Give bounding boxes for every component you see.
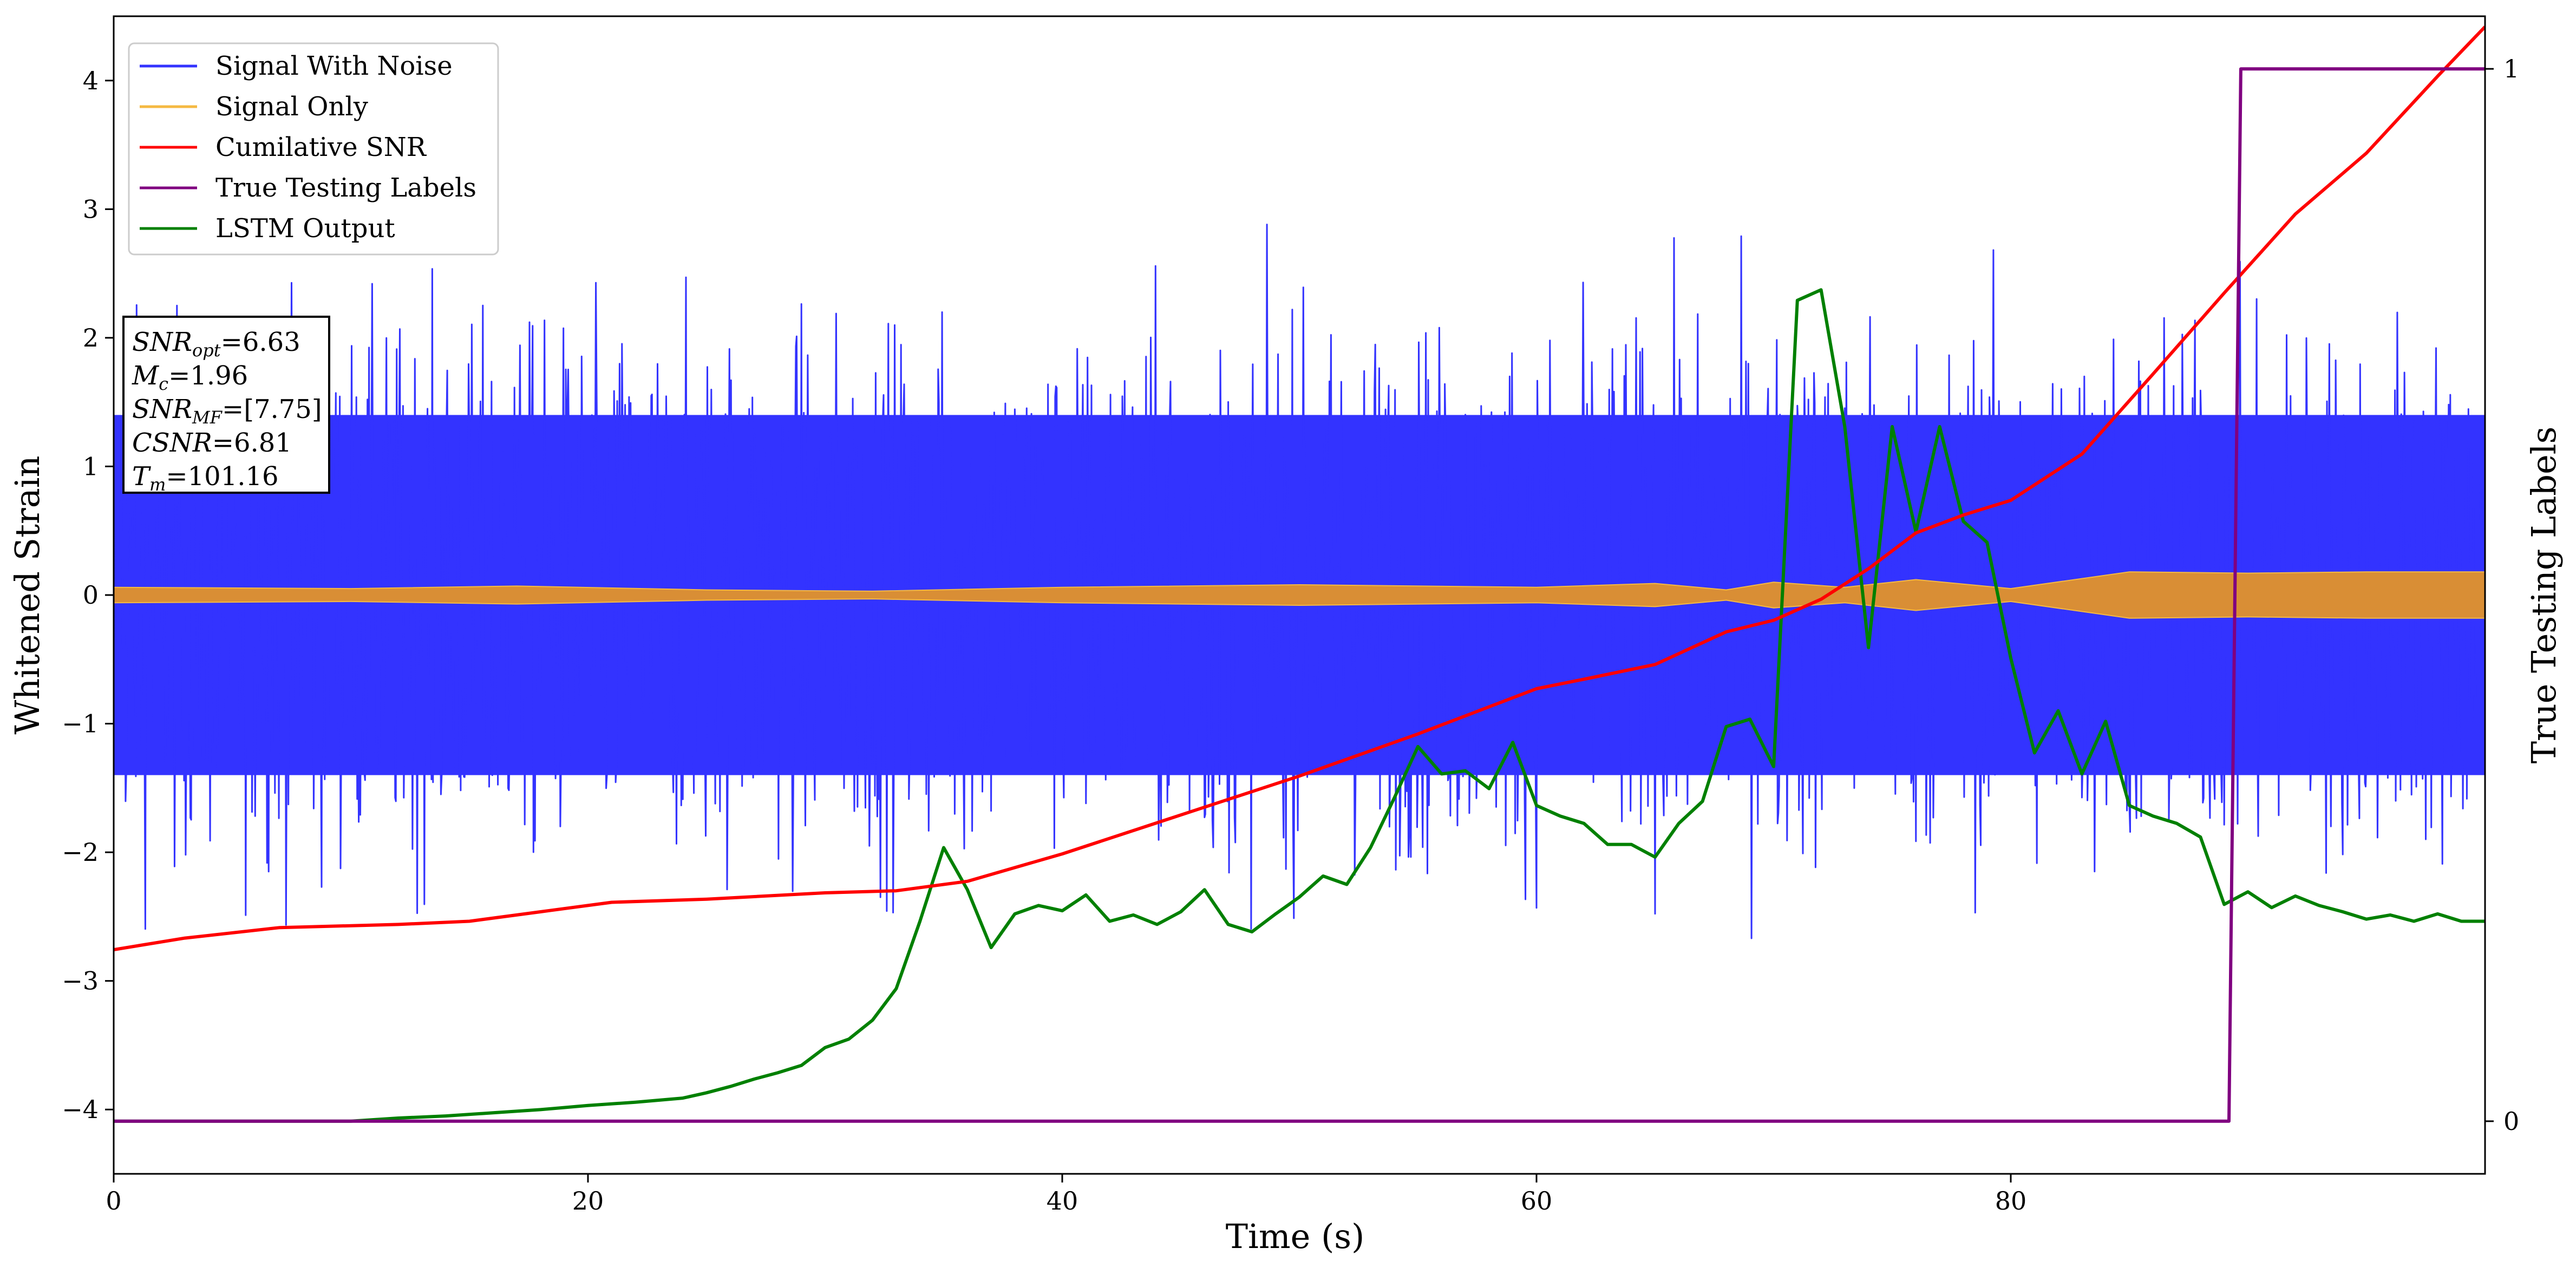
annotation-box: SNRopt=6.63 Mc=1.96 SNRMF=[7.75] CSNR=6.… [122, 316, 330, 495]
x-axis-label: Time (s) [1226, 1217, 1365, 1256]
lstm-output-line [114, 288, 2485, 1123]
annotation-line-mc: Mc=1.96 [132, 361, 248, 394]
legend-label-lstm-output: LSTM Output [215, 213, 395, 244]
legend: Signal With Noise Signal Only Cumilative… [128, 42, 499, 256]
y-tick-label: 1 [83, 452, 99, 481]
noise-trace [114, 224, 2485, 939]
x-tick-label: 0 [106, 1186, 121, 1216]
series-layer [114, 25, 2485, 1123]
true-testing-labels-line [114, 67, 2485, 1123]
y-axis-right-ticks: 01 [2485, 54, 2519, 1136]
x-tick-label: 80 [1995, 1186, 2027, 1216]
y-tick-label: −1 [62, 709, 99, 739]
y-axis-right-label: True Testing Labels [2524, 427, 2564, 764]
legend-label-signal-with-noise: Signal With Noise [215, 51, 453, 81]
y-tick-label: 0 [83, 580, 99, 610]
y-tick-label: −3 [62, 966, 99, 996]
x-axis-ticks: 0 20 40 60 80 [106, 1174, 2026, 1216]
annotation-line-snr-mf: SNRMF=[7.75] [132, 394, 322, 428]
cumulative-snr-line [114, 25, 2485, 951]
y-tick-label: 2 [83, 323, 99, 352]
y-tick-label: −2 [62, 838, 99, 867]
annotation-frame [122, 316, 330, 494]
y-tick-label: 3 [83, 194, 99, 224]
y-right-tick-label: 0 [2503, 1107, 2519, 1136]
y-right-tick-label: 1 [2503, 54, 2519, 83]
y-axis-ticks: −4 −3 −2 −1 0 1 2 3 4 [62, 66, 114, 1124]
x-tick-label: 60 [1521, 1186, 1553, 1216]
y-tick-label: 4 [83, 66, 99, 95]
legend-label-true-testing-labels: True Testing Labels [215, 173, 476, 203]
signal-only-envelope [114, 571, 2485, 619]
x-tick-label: 20 [572, 1186, 604, 1216]
legend-box [128, 42, 499, 256]
y-axis-label: Whitened Strain [8, 456, 47, 735]
annotation-line-tm: Tm=101.16 [132, 461, 279, 495]
x-tick-label: 40 [1047, 1186, 1078, 1216]
annotation-line-snr-opt: SNRopt=6.63 [132, 327, 300, 361]
series-signal-only [114, 571, 2485, 619]
y-tick-label: −4 [62, 1095, 99, 1124]
legend-label-signal-only: Signal Only [215, 92, 368, 122]
series-lines [114, 25, 2485, 1123]
annotation-line-csnr: CSNR=6.81 [132, 428, 292, 458]
legend-label-cumulative-snr: Cumilative SNR [215, 132, 427, 162]
